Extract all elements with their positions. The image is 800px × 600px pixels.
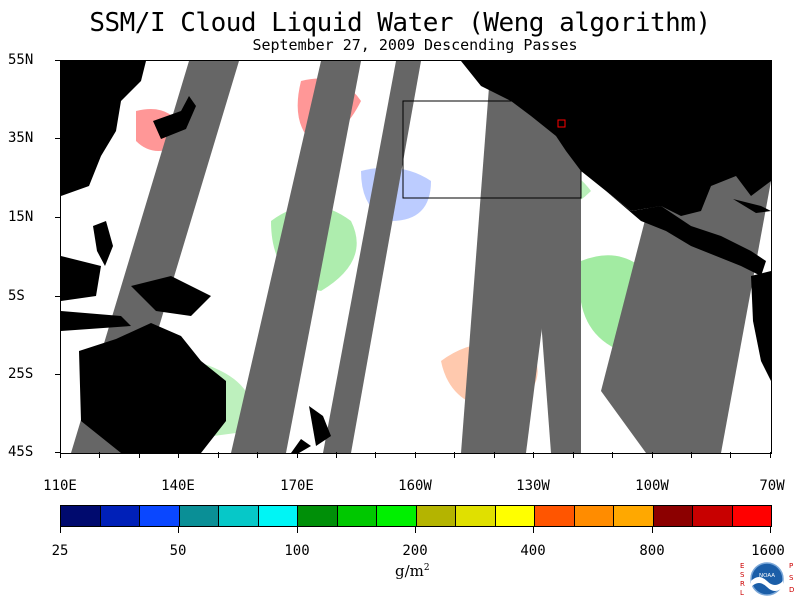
lat-tick: [55, 452, 60, 453]
lat-label: 55N: [8, 52, 34, 68]
logo-right-letter: D: [789, 586, 794, 594]
colorbar-tick: [60, 527, 61, 533]
swath-gaps: [71, 61, 771, 453]
colorbar-swatch: [495, 506, 535, 526]
lon-label: 130W: [516, 478, 550, 494]
map-canvas: [61, 61, 771, 453]
map-panel: [60, 60, 772, 454]
noaa-logo: E S R L NOAA P S D: [740, 562, 794, 597]
colorbar-swatch: [298, 506, 338, 526]
land: [61, 61, 771, 453]
lat-tick: [55, 296, 60, 297]
lon-label: 100W: [635, 478, 669, 494]
colorbar-tick: [770, 527, 771, 533]
colorbar-swatch: [416, 506, 456, 526]
logo-right-letter: S: [789, 574, 794, 582]
station-marker: [557, 119, 566, 128]
colorbar-swatch: [574, 506, 614, 526]
lon-tick: [652, 452, 653, 458]
colorbar-swatch: [140, 506, 180, 526]
colorbar-swatch: [456, 506, 496, 526]
logo-left-letter: R: [740, 580, 745, 588]
colorbar-swatch: [61, 506, 101, 526]
colorbar-label: 50: [169, 543, 187, 559]
logo-left-letter: L: [740, 589, 744, 597]
lon-tick: [297, 452, 298, 458]
lat-label: 25S: [8, 366, 34, 382]
lon-tick: [533, 452, 534, 458]
lon-tick: [730, 452, 731, 458]
logo-left-letter: E: [740, 562, 744, 570]
lon-label: 110E: [43, 478, 77, 494]
lon-tick: [612, 452, 613, 458]
colorbar-swatch: [535, 506, 575, 526]
colorbar-swatch: [258, 506, 298, 526]
analysis-box: [402, 100, 582, 199]
lon-tick: [257, 452, 258, 458]
noaa-wave: [751, 577, 783, 591]
colorbar-swatch: [732, 506, 771, 526]
lon-tick: [218, 452, 219, 458]
colorbar-tick: [297, 527, 298, 533]
lon-tick: [178, 452, 179, 458]
colorbar: [60, 505, 772, 527]
lon-label: 170E: [280, 478, 314, 494]
colorbar-label: 25: [51, 543, 69, 559]
colorbar-tick: [533, 527, 534, 533]
lon-tick: [494, 452, 495, 458]
lon-tick: [375, 452, 376, 458]
colorbar-label: 1600: [751, 543, 785, 559]
lat-label: 15N: [8, 209, 34, 225]
lat-label: 5S: [8, 288, 25, 304]
lat-tick: [55, 374, 60, 375]
map-title: SSM/I Cloud Liquid Water (Weng algorithm…: [89, 8, 711, 38]
colorbar-swatch: [653, 506, 693, 526]
colorbar-label: 800: [639, 543, 665, 559]
colorbar-label: 400: [520, 543, 546, 559]
units-base: g/m: [395, 562, 424, 580]
lon-tick: [573, 452, 574, 458]
lon-tick: [336, 452, 337, 458]
colorbar-swatch: [179, 506, 219, 526]
lat-tick: [55, 217, 60, 218]
lat-tick: [55, 60, 60, 61]
lon-tick: [60, 452, 61, 458]
lon-tick: [454, 452, 455, 458]
lat-label: 35N: [8, 130, 34, 146]
noaa-text: NOAA: [759, 573, 775, 579]
lon-label: 70W: [759, 478, 785, 494]
colorbar-label: 200: [402, 543, 428, 559]
lon-tick: [770, 452, 771, 458]
lat-tick: [55, 138, 60, 139]
colorbar-swatch: [377, 506, 417, 526]
lon-tick: [99, 452, 100, 458]
map-subtitle: September 27, 2009 Descending Passes: [252, 36, 578, 54]
lon-tick: [415, 452, 416, 458]
colorbar-units: g/m2: [395, 562, 430, 580]
colorbar-label: 100: [284, 543, 310, 559]
lon-label: 160W: [398, 478, 432, 494]
lon-tick: [691, 452, 692, 458]
colorbar-swatch: [219, 506, 259, 526]
colorbar-tick: [415, 527, 416, 533]
lat-label: 45S: [8, 444, 34, 460]
colorbar-swatch: [100, 506, 140, 526]
lon-tick: [139, 452, 140, 458]
colorbar-swatch: [614, 506, 654, 526]
colorbar-swatch: [693, 506, 733, 526]
colorbar-tick: [652, 527, 653, 533]
lon-label: 140E: [161, 478, 195, 494]
logo-left-letter: S: [740, 571, 745, 579]
units-exponent: 2: [423, 563, 430, 573]
colorbar-tick: [178, 527, 179, 533]
logo-right-letter: P: [789, 562, 793, 570]
colorbar-swatch: [337, 506, 377, 526]
